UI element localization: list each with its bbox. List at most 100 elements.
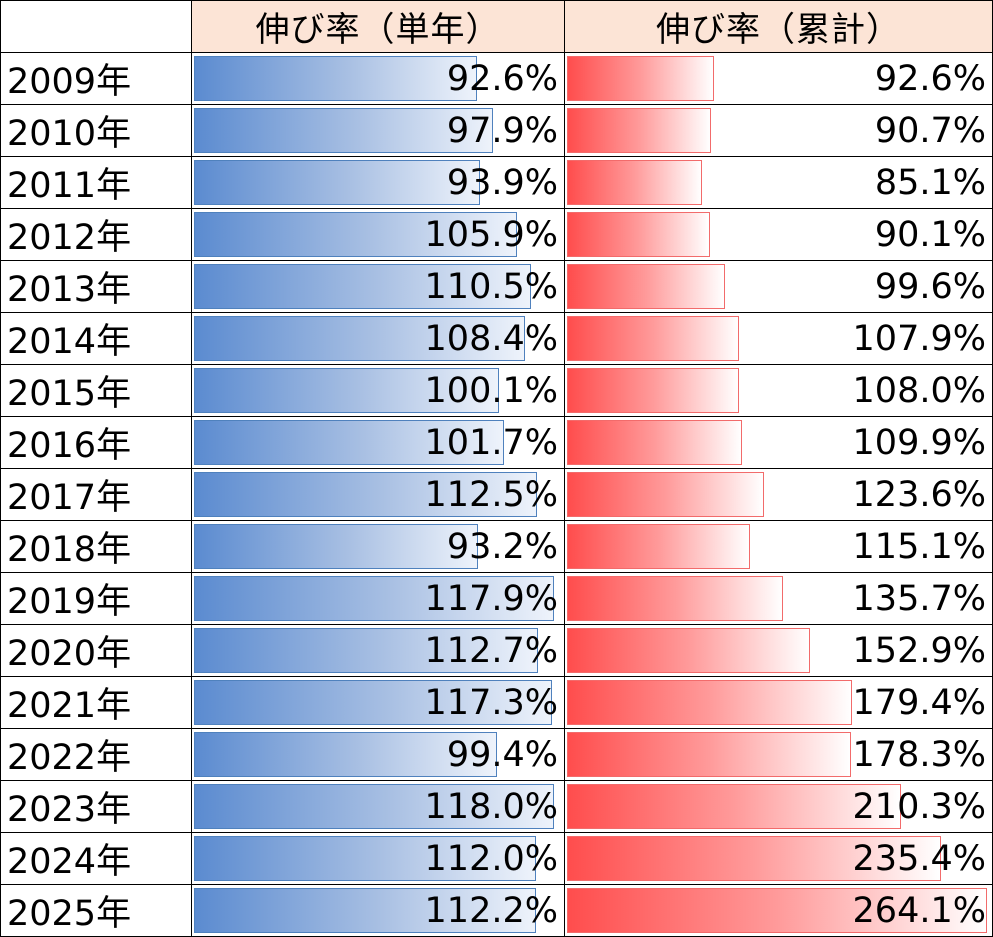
table-row: 2009年 92.6% 92.6% [0, 52, 993, 105]
cumulative-value: 264.1% [852, 890, 986, 931]
single-year-value: 117.9% [424, 578, 558, 619]
cumulative-cell: 135.7% [564, 572, 993, 625]
single-year-value: 93.9% [446, 162, 558, 203]
single-year-cell: 97.9% [191, 104, 565, 157]
single-year-cell: 112.0% [191, 832, 565, 885]
cumulative-value: 90.1% [874, 214, 986, 255]
cumulative-cell: 90.7% [564, 104, 993, 157]
year-label: 2023年 [0, 780, 192, 833]
cumulative-value: 92.6% [874, 58, 986, 99]
single-year-value: 112.7% [424, 630, 558, 671]
single-year-cell: 117.9% [191, 572, 565, 625]
table-row: 2024年 112.0% 235.4% [0, 832, 993, 885]
year-label: 2017年 [0, 468, 192, 521]
table-row: 2016年 101.7% 109.9% [0, 416, 993, 469]
cumulative-bar [567, 836, 941, 881]
cumulative-bar [567, 680, 852, 725]
cumulative-bar [567, 784, 901, 829]
header-cumulative: 伸び率（累計） [564, 0, 993, 53]
year-label: 2012年 [0, 208, 192, 261]
single-year-bar [194, 264, 531, 309]
single-year-value: 108.4% [424, 318, 558, 359]
cumulative-value: 210.3% [852, 786, 986, 827]
single-year-bar [194, 524, 478, 569]
table-row: 2020年 112.7% 152.9% [0, 624, 993, 677]
single-year-bar [194, 680, 552, 725]
single-year-value: 118.0% [424, 786, 558, 827]
cumulative-value: 152.9% [852, 630, 986, 671]
cumulative-cell: 115.1% [564, 520, 993, 573]
single-year-cell: 112.7% [191, 624, 565, 677]
cumulative-value: 235.4% [852, 838, 986, 879]
cumulative-cell: 235.4% [564, 832, 993, 885]
cumulative-bar [567, 420, 742, 465]
single-year-bar [194, 784, 554, 829]
table-row: 2014年 108.4% 107.9% [0, 312, 993, 365]
single-year-cell: 110.5% [191, 260, 565, 313]
single-year-value: 117.3% [424, 682, 558, 723]
cumulative-value: 109.9% [852, 422, 986, 463]
single-year-bar [194, 368, 499, 413]
cumulative-bar [567, 576, 783, 621]
single-year-cell: 101.7% [191, 416, 565, 469]
cumulative-bar [567, 160, 702, 205]
single-year-value: 110.5% [424, 266, 558, 307]
single-year-value: 97.9% [446, 110, 558, 151]
cumulative-value: 179.4% [852, 682, 986, 723]
table-row: 2025年 112.2% 264.1% [0, 884, 993, 937]
cumulative-bar [567, 472, 764, 517]
single-year-value: 100.1% [424, 370, 558, 411]
cumulative-bar [567, 316, 739, 361]
table-row: 2015年 100.1% 108.0% [0, 364, 993, 417]
single-year-bar [194, 316, 525, 361]
header-single-year: 伸び率（単年） [191, 0, 565, 53]
single-year-cell: 93.9% [191, 156, 565, 209]
single-year-cell: 100.1% [191, 364, 565, 417]
table-row: 2010年 97.9% 90.7% [0, 104, 993, 157]
single-year-cell: 117.3% [191, 676, 565, 729]
year-label: 2019年 [0, 572, 192, 625]
table-row: 2011年 93.9% 85.1% [0, 156, 993, 209]
year-label: 2009年 [0, 52, 192, 105]
cumulative-cell: 123.6% [564, 468, 993, 521]
cumulative-cell: 152.9% [564, 624, 993, 677]
cumulative-cell: 85.1% [564, 156, 993, 209]
single-year-cell: 105.9% [191, 208, 565, 261]
table-row: 2023年 118.0% 210.3% [0, 780, 993, 833]
table-row: 2017年 112.5% 123.6% [0, 468, 993, 521]
single-year-value: 112.5% [424, 474, 558, 515]
cumulative-cell: 109.9% [564, 416, 993, 469]
cumulative-value: 99.6% [874, 266, 986, 307]
single-year-cell: 93.2% [191, 520, 565, 573]
year-label: 2022年 [0, 728, 192, 781]
cumulative-cell: 179.4% [564, 676, 993, 729]
single-year-bar [194, 576, 554, 621]
cumulative-bar [567, 56, 714, 101]
cumulative-value: 108.0% [852, 370, 986, 411]
single-year-bar [194, 732, 497, 777]
cumulative-cell: 178.3% [564, 728, 993, 781]
single-year-value: 105.9% [424, 214, 558, 255]
cumulative-cell: 92.6% [564, 52, 993, 105]
year-label: 2014年 [0, 312, 192, 365]
single-year-cell: 108.4% [191, 312, 565, 365]
single-year-bar [194, 472, 537, 517]
header-row: 伸び率（単年） 伸び率（累計） [0, 0, 993, 53]
year-label: 2011年 [0, 156, 192, 209]
single-year-bar [194, 420, 504, 465]
single-year-bar [194, 836, 536, 881]
year-label: 2020年 [0, 624, 192, 677]
header-blank-cell [0, 0, 192, 53]
table-row: 2022年 99.4% 178.3% [0, 728, 993, 781]
table-row: 2021年 117.3% 179.4% [0, 676, 993, 729]
cumulative-value: 115.1% [852, 526, 986, 567]
cumulative-cell: 107.9% [564, 312, 993, 365]
cumulative-bar [567, 368, 739, 413]
cumulative-cell: 264.1% [564, 884, 993, 937]
cumulative-cell: 90.1% [564, 208, 993, 261]
cumulative-value: 135.7% [852, 578, 986, 619]
table-row: 2012年 105.9% 90.1% [0, 208, 993, 261]
single-year-bar [194, 888, 536, 933]
cumulative-value: 107.9% [852, 318, 986, 359]
